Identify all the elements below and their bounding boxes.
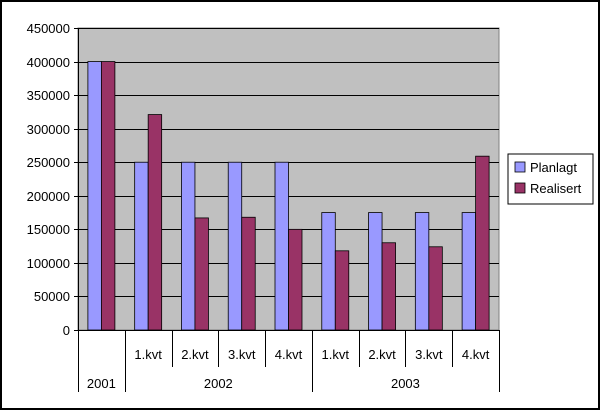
bar-realisert [334,250,350,331]
y-tick-label: 350000 [27,88,70,103]
x-category-label: 2.kvt [368,347,396,362]
x-group-label: 2003 [391,376,420,391]
x-category-label: 1.kvt [322,347,350,362]
x-category-label: 4.kvt [275,347,303,362]
x-category-label: 3.kvt [228,347,256,362]
legend-label: Realisert [530,181,582,196]
bar-planlagt [87,61,102,331]
x-group-label: 2001 [87,376,116,391]
bar-planlagt [321,212,336,331]
bar-planlagt [134,161,149,331]
bar-planlagt [414,212,430,331]
x-category-label: 1.kvt [134,347,162,362]
bar-realisert [194,217,209,331]
legend-label: Planlagt [530,160,577,175]
legend-swatch-realisert [514,182,526,194]
x-category-label: 3.kvt [415,347,443,362]
bar-realisert [100,61,116,331]
bar-realisert [241,216,256,331]
y-tick-label: 200000 [27,189,70,204]
bar-realisert [381,242,396,331]
bar-planlagt [227,161,243,331]
x-category-label: 2.kvt [181,347,209,362]
bar-planlagt [181,161,196,331]
bar-planlagt [368,212,383,331]
x-category-label: 4.kvt [462,347,490,362]
y-tick-label: 300000 [27,122,70,137]
bar-realisert [147,114,163,331]
bar-planlagt [274,161,289,331]
bar-planlagt [461,212,477,331]
y-tick-label: 0 [63,323,70,338]
y-tick-label: 250000 [27,155,70,170]
bar-realisert [288,228,303,331]
bar-realisert [428,246,443,331]
y-tick-label: 150000 [27,222,70,237]
y-tick-label: 50000 [34,289,70,304]
y-tick-label: 400000 [27,55,70,70]
x-group-label: 2002 [204,376,233,391]
y-tick-label: 100000 [27,256,70,271]
bar-realisert [475,155,490,331]
legend-swatch-planlagt [514,161,526,173]
y-tick-label: 450000 [27,21,70,36]
